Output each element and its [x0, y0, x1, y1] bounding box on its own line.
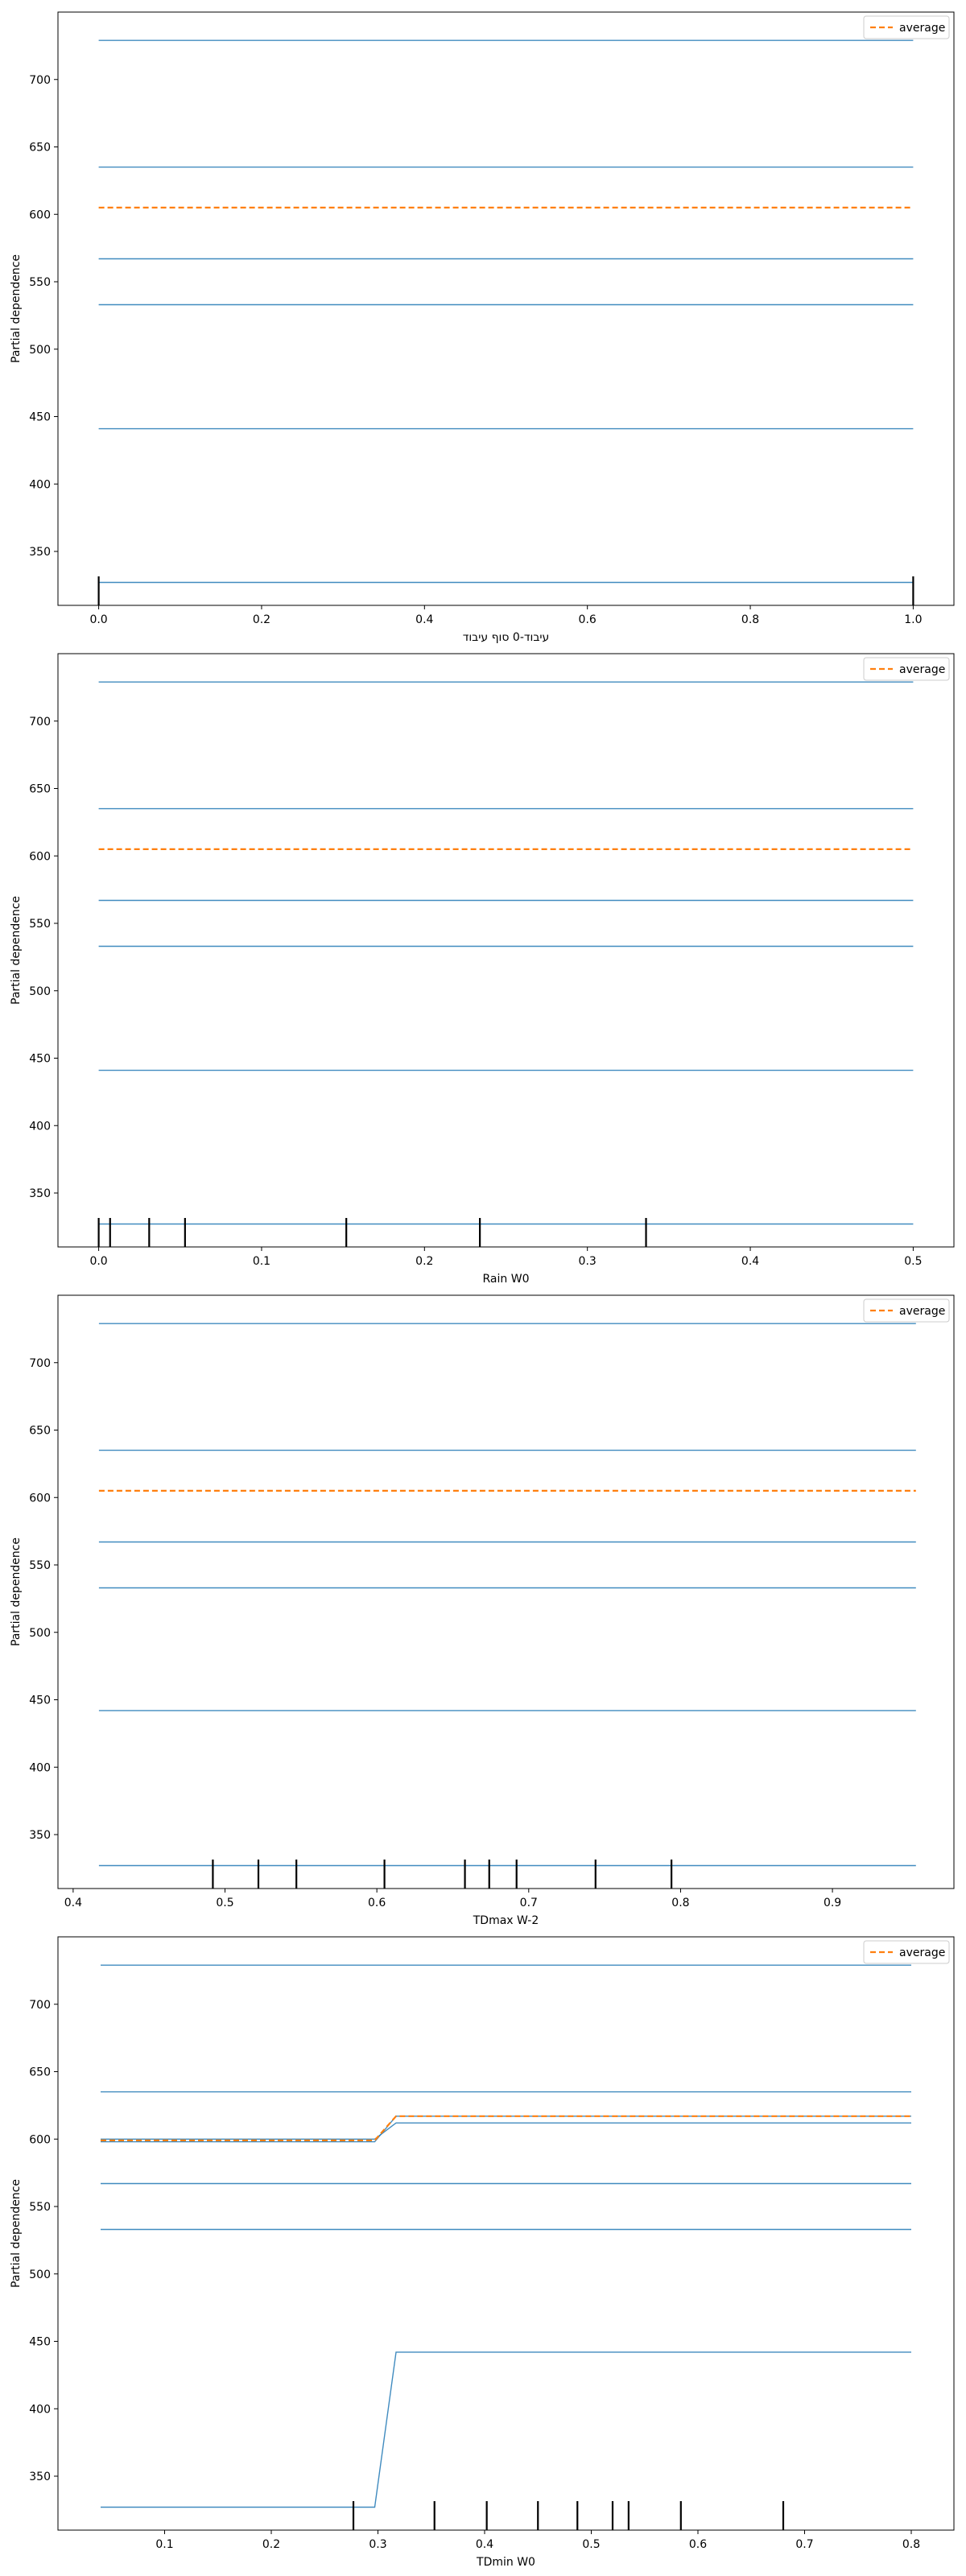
y-tick-label: 400 — [29, 1761, 51, 1774]
y-tick-label: 550 — [29, 1559, 51, 1572]
legend-average-label: average — [899, 663, 945, 676]
y-axis-label: Partial dependence — [10, 254, 23, 363]
legend-average-label: average — [899, 1305, 945, 1318]
y-tick-label: 700 — [29, 716, 51, 729]
x-tick-label: 0.5 — [904, 1255, 922, 1268]
y-tick-label: 550 — [29, 918, 51, 931]
y-tick-label: 350 — [29, 1829, 51, 1842]
y-tick-label: 450 — [29, 1053, 51, 1066]
x-tick-label: 0.6 — [368, 1897, 386, 1909]
legend-box — [863, 657, 950, 681]
axes-frame — [57, 1936, 955, 2531]
average-line — [101, 2115, 911, 2141]
x-tick-label: 0.4 — [741, 1255, 759, 1268]
x-tick-label: 0.2 — [262, 2538, 280, 2551]
x-tick-label: 0.9 — [824, 1897, 841, 1909]
legend-box — [863, 15, 950, 39]
x-tick-label: 0.6 — [579, 613, 597, 626]
legend-box — [863, 1940, 950, 1964]
y-tick-label: 450 — [29, 411, 51, 424]
x-axis-label: TDmin W0 — [476, 2556, 535, 2569]
y-tick-label: 600 — [29, 1492, 51, 1505]
y-tick-label: 500 — [29, 985, 51, 998]
y-tick-label: 650 — [29, 2066, 51, 2079]
x-tick-label: 0.5 — [216, 1897, 233, 1909]
x-tick-label: 0.2 — [415, 1255, 433, 1268]
x-tick-label: 0.8 — [741, 613, 759, 626]
x-tick-label: 0.3 — [579, 1255, 597, 1268]
legend: average — [863, 15, 950, 39]
legend-average-label: average — [899, 22, 945, 35]
y-tick-label: 550 — [29, 2201, 51, 2214]
x-tick-label: 0.3 — [369, 2538, 386, 2551]
axes-frame — [57, 653, 955, 1248]
ice-line — [101, 2122, 911, 2140]
x-tick-label: 0.7 — [795, 2538, 813, 2551]
legend: average — [863, 1940, 950, 1964]
x-tick-label: 0.4 — [476, 2538, 493, 2551]
axes-frame — [57, 11, 955, 606]
y-tick-label: 550 — [29, 276, 51, 289]
y-tick-label: 700 — [29, 74, 51, 87]
y-tick-label: 700 — [29, 1357, 51, 1370]
x-tick-label: 0.1 — [155, 2538, 173, 2551]
legend-average-label: average — [899, 1946, 945, 1959]
x-tick-label: 0.8 — [671, 1897, 689, 1909]
y-tick-label: 500 — [29, 2268, 51, 2281]
x-tick-label: 0.4 — [415, 613, 433, 626]
x-tick-label: 0.6 — [689, 2538, 707, 2551]
y-tick-label: 350 — [29, 2471, 51, 2483]
x-tick-label: 0.2 — [253, 613, 270, 626]
axes-frame — [57, 1294, 955, 1889]
y-tick-label: 400 — [29, 478, 51, 491]
y-tick-label: 450 — [29, 2336, 51, 2349]
y-tick-label: 350 — [29, 1187, 51, 1200]
x-tick-label: 0.4 — [64, 1897, 82, 1909]
pdp-panel-1: 0.0 0.2 0.4 0.6 0.8 1.0 350 400 450 500 550 600 650 7… — [10, 11, 955, 644]
y-tick-label: 600 — [29, 850, 51, 863]
y-tick-label: 350 — [29, 546, 51, 559]
y-tick-label: 600 — [29, 208, 51, 221]
x-axis-label: Rain W0 — [483, 1273, 530, 1286]
y-tick-label: 400 — [29, 1120, 51, 1133]
y-tick-label: 650 — [29, 783, 51, 796]
legend-box — [863, 1298, 950, 1323]
x-tick-label: 0.0 — [89, 613, 107, 626]
x-axis-label: TDmax W-2 — [473, 1914, 539, 1927]
x-tick-label: 0.7 — [520, 1897, 538, 1909]
pdp-panel-4: 0.1 0.2 0.3 0.4 0.5 0.6 0.7 0.8 350 400 450 500 550 6… — [10, 1936, 955, 2569]
y-axis-label: Partial dependence — [10, 896, 23, 1005]
y-tick-label: 700 — [29, 1999, 51, 2012]
legend: average — [863, 1298, 950, 1323]
x-tick-label: 0.0 — [89, 1255, 107, 1268]
y-tick-label: 450 — [29, 1695, 51, 1707]
x-tick-label: 0.8 — [902, 2538, 920, 2551]
y-tick-label: 500 — [29, 1627, 51, 1640]
y-axis-label: Partial dependence — [10, 1538, 23, 1646]
x-tick-label: 1.0 — [904, 613, 922, 626]
x-tick-label: 0.1 — [253, 1255, 270, 1268]
y-tick-label: 650 — [29, 1425, 51, 1438]
ice-line — [101, 2351, 911, 2508]
y-tick-label: 400 — [29, 2403, 51, 2416]
ice-line — [101, 2116, 911, 2143]
x-tick-label: 0.5 — [582, 2538, 600, 2551]
pdp-panel-3: 0.4 0.5 0.6 0.7 0.8 0.9 350 400 450 500 550 600 650 7… — [10, 1294, 955, 1927]
y-tick-label: 600 — [29, 2133, 51, 2146]
y-tick-label: 650 — [29, 142, 51, 155]
x-axis-label: עיבוד-0 סוף עיבוד — [463, 631, 550, 644]
y-tick-label: 500 — [29, 344, 51, 357]
legend: average — [863, 657, 950, 681]
pdp-panel-2: 0.0 0.1 0.2 0.3 0.4 0.5 350 400 450 500 550 600 650 7… — [10, 653, 955, 1286]
y-axis-label: Partial dependence — [10, 2179, 23, 2288]
